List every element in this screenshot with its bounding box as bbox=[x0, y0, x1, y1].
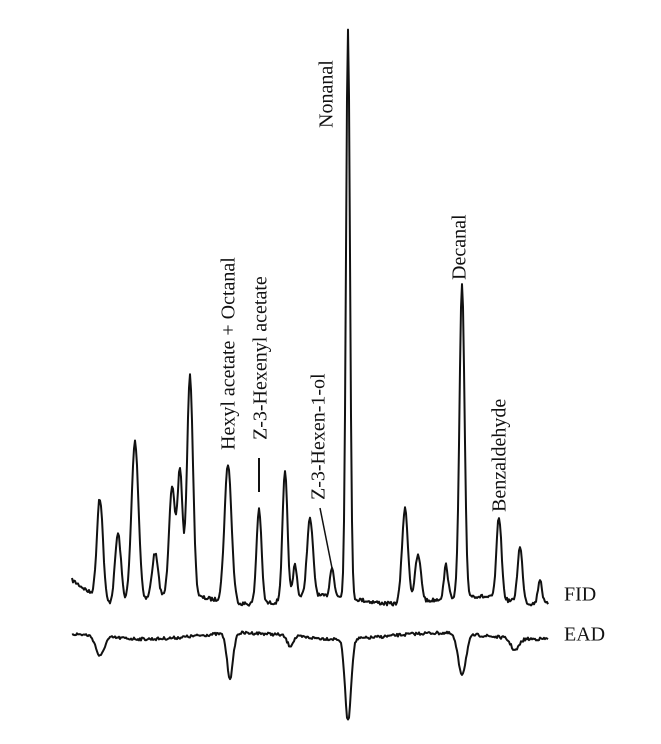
label-pointer bbox=[319, 507, 333, 569]
peak-label: Nonanal bbox=[316, 60, 338, 128]
trace-label: FID bbox=[564, 584, 596, 606]
peak-label: Benzaldehyde bbox=[489, 399, 511, 512]
ead-trace bbox=[71, 630, 549, 721]
fid-trace bbox=[71, 28, 549, 607]
peak-label: Z-3-Hexen-1-ol bbox=[308, 373, 330, 500]
peak-label: Decanal bbox=[449, 214, 471, 280]
trace-label: EAD bbox=[564, 624, 605, 646]
peak-label: Z-3-Hexenyl acetate bbox=[250, 276, 272, 440]
peak-label: Hexyl acetate + Octanal bbox=[218, 257, 240, 450]
